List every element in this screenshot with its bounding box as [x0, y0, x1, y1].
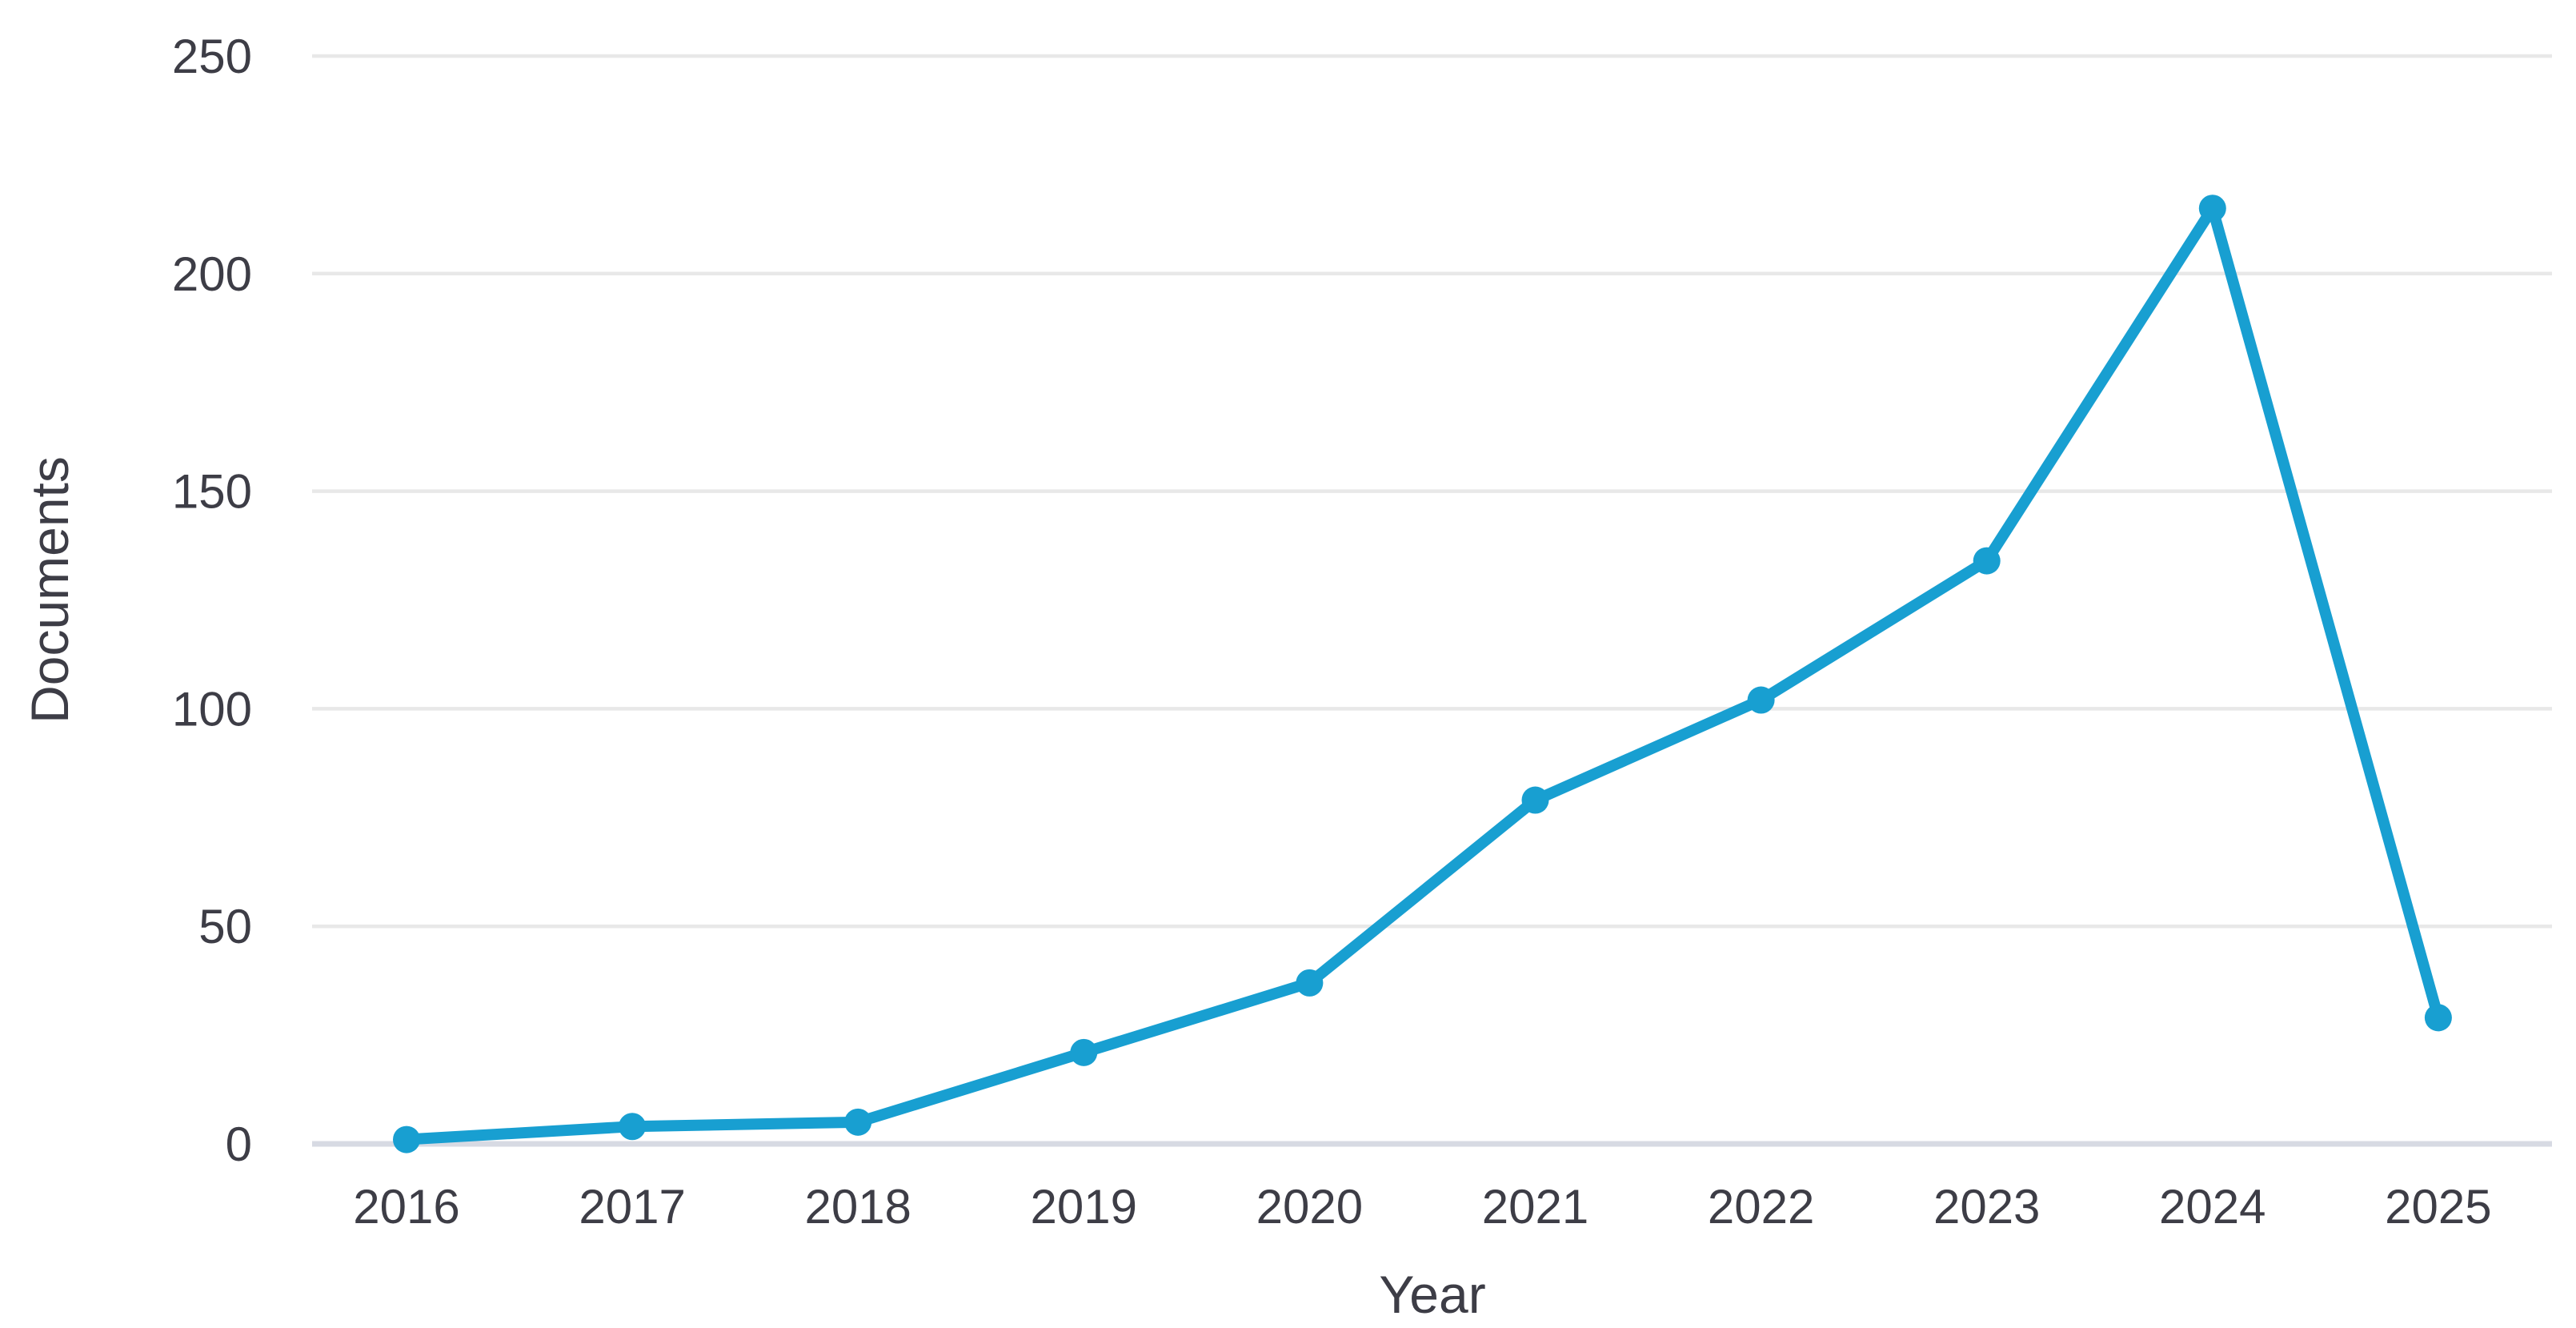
documents-trend-line: [401, 203, 2444, 1145]
x-tick-label: 2025: [2385, 1180, 2491, 1234]
data-point-2021[interactable]: [1521, 786, 1549, 814]
x-tick-label: 2016: [353, 1180, 459, 1234]
data-point-2017[interactable]: [619, 1113, 647, 1141]
data-point-2023[interactable]: [1973, 547, 2001, 575]
data-point-2024[interactable]: [2198, 195, 2226, 223]
data-point-2020[interactable]: [1296, 969, 1324, 997]
gridlines: [312, 54, 2552, 1147]
y-tick-label: 50: [198, 900, 252, 953]
y-tick-label: 200: [172, 247, 252, 301]
y-tick-label: 150: [172, 465, 252, 519]
y-tick-label: 100: [172, 682, 252, 736]
x-tick-label: 2018: [804, 1180, 911, 1234]
data-point-2016[interactable]: [393, 1125, 420, 1153]
y-tick-label: 0: [226, 1117, 252, 1171]
x-tick-label: 2023: [1933, 1180, 2040, 1234]
x-tick-label: 2024: [2159, 1180, 2266, 1234]
x-tick-label: 2019: [1031, 1180, 1137, 1234]
data-point-2019[interactable]: [1070, 1038, 1098, 1066]
documents-series: [393, 195, 2452, 1153]
data-point-2025[interactable]: [2424, 1004, 2452, 1032]
y-tick-label: 250: [172, 30, 252, 83]
y-axis-title: Documents: [20, 456, 79, 724]
x-axis-tick-labels: 2016 2017 2018 2019 2020 2021 2022 2023 2024 2025: [353, 1180, 2491, 1234]
data-point-2018[interactable]: [844, 1108, 872, 1136]
data-point-2022[interactable]: [1747, 686, 1775, 714]
x-axis-title: Year: [1379, 1265, 1485, 1324]
x-tick-label: 2022: [1708, 1180, 1814, 1234]
y-axis-tick-labels: 0 50 100 150 200 250: [172, 30, 252, 1171]
x-tick-label: 2020: [1256, 1180, 1363, 1234]
x-tick-label: 2017: [579, 1180, 685, 1234]
x-tick-label: 2021: [1482, 1180, 1588, 1234]
